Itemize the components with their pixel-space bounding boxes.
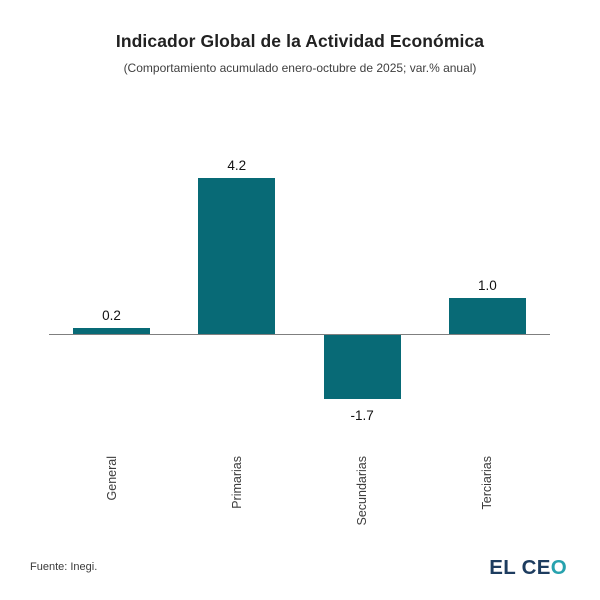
chart-subtitle: (Comportamiento acumulado enero-octubre …: [123, 61, 477, 75]
x-tick-label-primarias: Primarias: [229, 456, 244, 509]
bar-value-label: 1.0: [478, 277, 497, 293]
x-tick-label-terciarias: Terciarias: [480, 456, 495, 510]
x-tick-label-secundarias: Secundarias: [355, 456, 370, 526]
chart-title: Indicador Global de la Actividad Económi…: [115, 31, 485, 51]
x-tick-label-general: General: [104, 456, 119, 501]
zero-axis-line: [49, 334, 550, 335]
source-note: Fuente: Inegi.: [30, 561, 98, 573]
elceo-logo: EL CEO: [489, 556, 567, 580]
bar-secundarias: [323, 335, 401, 399]
bar-value-label: 0.2: [102, 307, 121, 323]
bar-value-label: 4.2: [227, 157, 247, 173]
bar-value-label: -1.7: [350, 407, 374, 423]
bar-primarias: [198, 177, 276, 335]
logo-text-accent: O: [550, 556, 567, 579]
bar-terciarias: [448, 297, 526, 335]
logo-text-primary: EL CE: [489, 556, 551, 579]
bar-general: [73, 327, 150, 335]
